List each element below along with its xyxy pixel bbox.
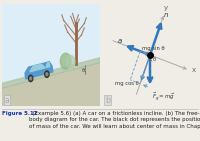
Text: mg sin θ: mg sin θ	[142, 46, 164, 51]
Text: θ: θ	[152, 58, 155, 62]
Text: a: a	[118, 38, 122, 44]
Text: x: x	[192, 67, 196, 73]
Text: mg cos θ: mg cos θ	[115, 81, 139, 86]
Circle shape	[45, 71, 49, 77]
Text: $\vec{F}_g = m\vec{g}$: $\vec{F}_g = m\vec{g}$	[152, 91, 175, 103]
Text: a: a	[5, 96, 10, 105]
Polygon shape	[2, 58, 100, 88]
Polygon shape	[25, 62, 53, 79]
Polygon shape	[2, 63, 100, 106]
Circle shape	[46, 73, 48, 76]
Text: n: n	[164, 12, 169, 18]
Polygon shape	[30, 64, 45, 72]
Circle shape	[29, 75, 33, 82]
Text: θ: θ	[81, 68, 85, 73]
Circle shape	[60, 53, 71, 69]
Circle shape	[30, 77, 32, 80]
Text: (Example 5.6) (a) A car on a frictionless incline. (b) The free-
body diagram fo: (Example 5.6) (a) A car on a frictionles…	[29, 111, 200, 129]
Text: Figure 5.12: Figure 5.12	[2, 111, 38, 116]
Circle shape	[66, 55, 75, 68]
Text: b: b	[105, 96, 110, 105]
Polygon shape	[46, 62, 50, 68]
Text: y: y	[163, 5, 167, 11]
